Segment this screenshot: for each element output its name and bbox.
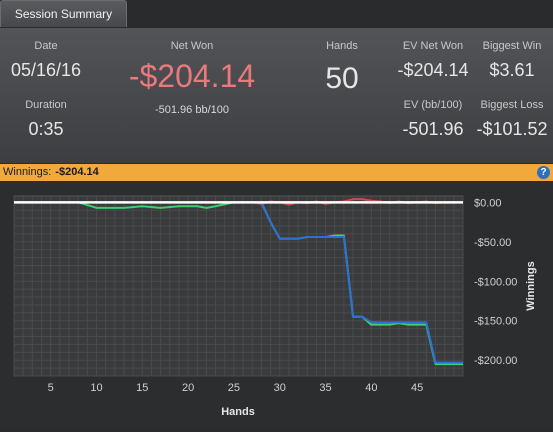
x-tick-label: 40 [365, 382, 377, 394]
net-won-label: Net Won [170, 40, 214, 52]
ev-net-won-value: -$204.14 [397, 60, 469, 80]
ev-bb100-label: EV (bb/100) [403, 99, 463, 111]
x-tick-label: 45 [411, 382, 423, 394]
x-tick-label: 20 [182, 382, 194, 394]
y-tick-label: -$50.00 [474, 237, 511, 249]
winnings-strip-text: Winnings: -$204.14 [3, 164, 99, 181]
biggest-loss-label: Biggest Loss [480, 99, 544, 111]
x-tick-label: 10 [90, 382, 102, 394]
x-axis-ticks: 5 10 15 20 25 30 35 40 45 [48, 382, 424, 394]
x-tick-label: 15 [136, 382, 148, 394]
y-tick-label: $0.00 [474, 197, 502, 209]
x-tick-label: 5 [48, 382, 54, 394]
winnings-strip: Winnings: -$204.14 ? [0, 164, 553, 181]
summary-panel: Date 05/16/16 Duration 0:35 Net Won -$20… [0, 28, 553, 163]
y-tick-label: -$100.00 [474, 276, 517, 288]
y-tick-label: -$150.00 [474, 316, 517, 328]
x-tick-label: 35 [319, 382, 331, 394]
y-axis-ticks: $0.00 -$50.00 -$100.00 -$150.00 -$200.00 [474, 197, 517, 367]
tab-bar: Session Summary [0, 0, 553, 28]
chart-grid [13, 196, 464, 377]
x-tick-label: 25 [228, 382, 240, 394]
help-icon[interactable]: ? [537, 166, 550, 179]
hands-label: Hands [326, 40, 358, 52]
duration-value: 0:35 [28, 119, 64, 139]
series-line [260, 201, 463, 364]
x-axis-label: Hands [221, 406, 255, 418]
ev-net-won-label: EV Net Won [402, 40, 464, 52]
winnings-label: Winnings: [3, 166, 52, 178]
biggest-loss-value: -$101.52 [476, 119, 548, 139]
winnings-chart: 5 10 15 20 25 30 35 40 45 $0.00 -$50.00 -$100.00 -$… [0, 181, 553, 427]
winnings-chart-svg: 5 10 15 20 25 30 35 40 45 $0.00 -$50.00 -$100.00 -$… [13, 195, 537, 418]
duration-label: Duration [25, 99, 67, 111]
biggest-win-label: Biggest Win [482, 40, 542, 52]
x-tick-label: 30 [274, 382, 286, 394]
y-axis-label: Winnings [525, 261, 537, 310]
biggest-win-value: $3.61 [489, 60, 535, 80]
net-won-bb100: -501.96 bb/100 [154, 104, 229, 116]
winnings-value: -$204.14 [55, 166, 99, 178]
y-tick-label: -$200.00 [474, 355, 517, 367]
net-won-value: -$204.14 [128, 58, 256, 94]
date-value: 05/16/16 [10, 60, 82, 80]
ev-bb100-value: -501.96 [402, 119, 464, 139]
tab-session-summary[interactable]: Session Summary [0, 0, 127, 27]
plot-area [13, 195, 464, 377]
hands-value: 50 [325, 62, 359, 95]
chart-series [14, 198, 463, 366]
date-label: Date [34, 40, 58, 52]
